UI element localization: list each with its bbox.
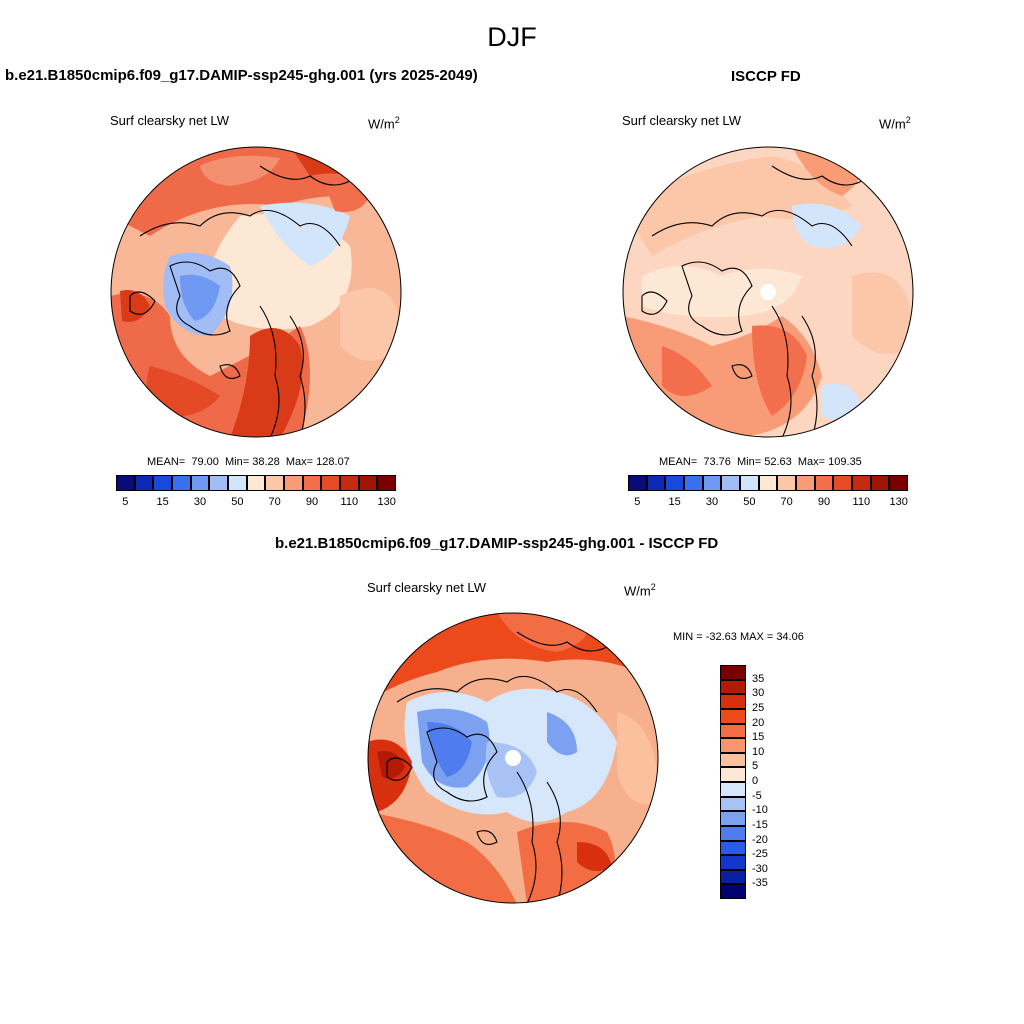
diff-colorbar-tick-label: -5 — [752, 789, 762, 802]
model-colorbar-swatch — [340, 475, 359, 491]
diff-colorbar-tick-label: 5 — [752, 760, 759, 773]
obs-colorbar-swatch — [758, 475, 778, 491]
obs-colorbar-tick-label: 130 — [889, 496, 908, 508]
diff-variable-label: Surf clearsky net LW — [367, 580, 486, 595]
obs-colorbar-tick-label: 110 — [852, 496, 871, 508]
diff-colorbar-tick-label: 15 — [752, 731, 765, 744]
obs-colorbar-swatch — [721, 475, 740, 491]
model-colorbar-swatch — [134, 475, 154, 491]
obs-colorbar-swatch — [833, 475, 852, 491]
obs-colorbar: 5 15 30 50 70 90 110 130 — [628, 475, 908, 508]
model-colorbar-swatch — [228, 475, 247, 491]
diff-colorbar-swatch — [720, 855, 746, 870]
obs-colorbar-swatch — [814, 475, 834, 491]
model-colorbar-swatch — [172, 475, 191, 491]
model-stats: MEAN= 79.00 Min= 38.28 Max= 128.07 — [147, 456, 350, 468]
diff-colorbar-tick-label: 25 — [752, 701, 765, 714]
obs-colorbar-swatch — [852, 475, 871, 491]
diff-colorbar-swatch — [720, 738, 746, 753]
diff-polar-map — [367, 612, 659, 904]
diff-colorbar-tick-label: -15 — [752, 818, 768, 831]
diff-colorbar-swatch — [720, 723, 746, 739]
page-title: DJF — [487, 22, 537, 52]
obs-variable-label: Surf clearsky net LW — [622, 113, 741, 128]
diff-colorbar-swatch — [720, 752, 746, 768]
obs-colorbar-swatch — [777, 475, 796, 491]
diff-colorbar-swatch — [720, 825, 746, 841]
obs-colorbar-tick-label: 50 — [743, 496, 756, 508]
obs-colorbar-tick-label: 70 — [780, 496, 793, 508]
obs-colorbar-swatch — [684, 475, 703, 491]
diff-colorbar-tick-label: -30 — [752, 862, 768, 875]
model-polar-map — [110, 146, 402, 438]
obs-colorbar-swatch — [796, 475, 815, 491]
diff-colorbar-tick-label: 10 — [752, 745, 765, 758]
model-colorbar-tick-label: 90 — [305, 496, 319, 508]
diff-colorbar-tick-label: 30 — [752, 687, 765, 700]
model-colorbar-swatch — [321, 475, 340, 491]
diff-colorbar-swatch — [720, 665, 746, 680]
model-colorbar-swatch — [284, 475, 303, 491]
diff-colorbar-swatch — [720, 869, 746, 885]
model-variable-label: Surf clearsky net LW — [110, 113, 229, 128]
diff-colorbar-tick-label: -10 — [752, 804, 768, 817]
obs-units-label: W/m2 — [879, 115, 911, 132]
model-colorbar-swatch — [358, 475, 378, 491]
model-colorbar-swatch — [190, 475, 210, 491]
diff-colorbar-swatch — [720, 796, 746, 812]
model-colorbar-swatch — [265, 475, 284, 491]
model-colorbar-swatch — [153, 475, 172, 491]
diff-colorbar-tick-label: -25 — [752, 848, 768, 861]
obs-colorbar-swatch — [740, 475, 759, 491]
obs-colorbar-tick-label: 5 — [634, 496, 641, 508]
obs-colorbar-swatch — [889, 475, 908, 491]
obs-colorbar-tick-label: 30 — [705, 496, 719, 508]
diff-colorbar-tick-label: 35 — [752, 672, 765, 685]
diff-colorbar-tick-label: -20 — [752, 833, 768, 846]
model-colorbar-tick-label: 15 — [156, 496, 169, 508]
obs-polar-map — [622, 146, 914, 438]
diff-colorbar-swatch — [720, 708, 746, 724]
obs-colorbar-tick-label: 90 — [817, 496, 831, 508]
diff-stats: MIN = -32.63 MAX = 34.06 — [673, 631, 804, 643]
model-colorbar-swatch — [377, 475, 396, 491]
diff-colorbar-tick-label: -35 — [752, 877, 768, 890]
model-colorbar-tick-label: 5 — [122, 496, 129, 508]
diff-colorbar-swatch — [720, 782, 746, 797]
diff-colorbar-swatch — [720, 811, 746, 826]
model-colorbar-swatch — [246, 475, 266, 491]
diff-colorbar-swatch — [720, 884, 746, 899]
obs-colorbar-swatch — [665, 475, 684, 491]
model-colorbar-tick-label: 110 — [340, 496, 359, 508]
diff-units-label: W/m2 — [624, 582, 656, 599]
obs-colorbar-swatch — [870, 475, 890, 491]
model-colorbar-swatch — [302, 475, 322, 491]
diff-colorbar-tick-label: 0 — [752, 775, 759, 787]
obs-stats: MEAN= 73.76 Min= 52.63 Max= 109.35 — [659, 456, 862, 468]
diff-panel-title: b.e21.B1850cmip6.f09_g17.DAMIP-ssp245-gh… — [275, 535, 719, 552]
model-units-label: W/m2 — [368, 115, 400, 132]
diff-colorbar-swatch — [720, 679, 746, 695]
model-colorbar-tick-label: 130 — [377, 496, 396, 508]
diff-colorbar-tick-label: 20 — [752, 716, 765, 729]
diff-colorbar-swatch — [720, 767, 746, 782]
obs-panel-title: ISCCP FD — [731, 68, 801, 85]
obs-colorbar-swatch — [628, 475, 647, 491]
model-colorbar-tick-label: 70 — [268, 496, 281, 508]
diff-colorbar-swatch — [720, 840, 746, 856]
diff-colorbar: 35 30 25 20 15 10 5 0 -5 -10 -15 -20 -25 -30 -35 — [720, 665, 768, 899]
model-colorbar-tick-label: 50 — [231, 496, 244, 508]
obs-colorbar-tick-label: 15 — [668, 496, 681, 508]
model-colorbar-swatch — [116, 475, 135, 491]
model-colorbar-tick-label: 30 — [193, 496, 207, 508]
obs-colorbar-swatch — [646, 475, 666, 491]
model-colorbar: 5 15 30 50 70 90 110 130 — [116, 475, 396, 508]
model-panel-title: b.e21.B1850cmip6.f09_g17.DAMIP-ssp245-gh… — [5, 67, 478, 84]
model-colorbar-swatch — [209, 475, 228, 491]
diff-colorbar-swatch — [720, 694, 746, 709]
obs-colorbar-swatch — [702, 475, 722, 491]
